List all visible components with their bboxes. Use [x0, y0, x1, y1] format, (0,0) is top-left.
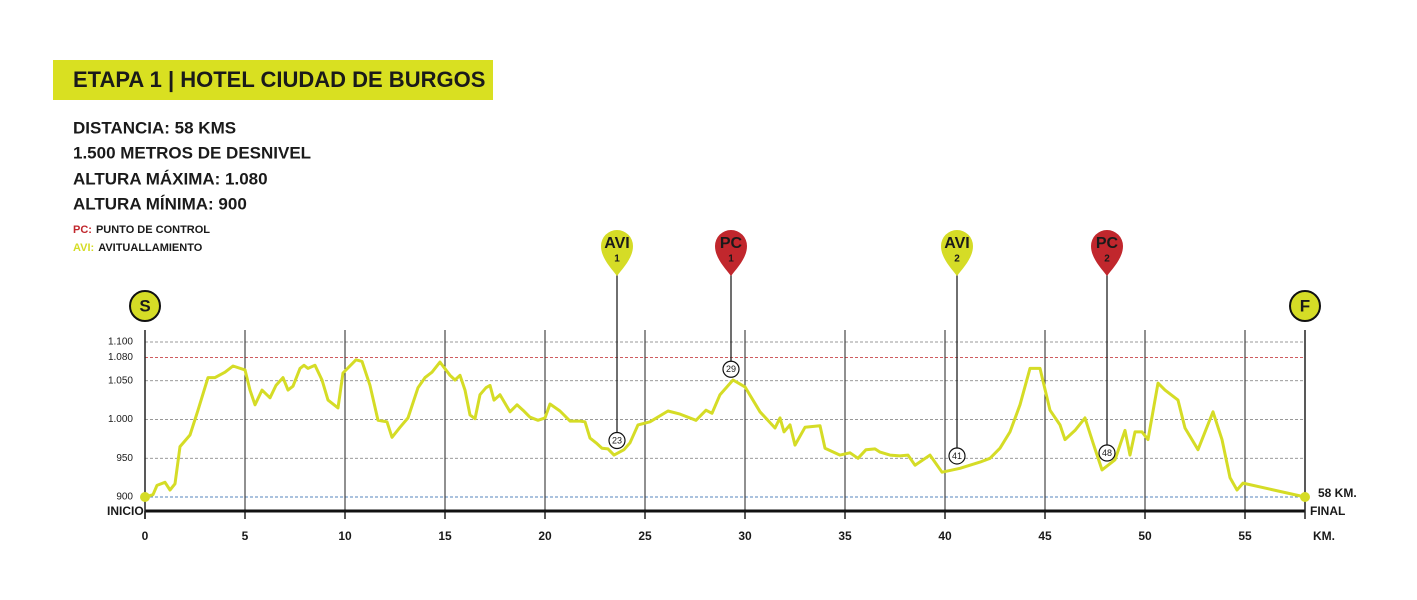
end-point	[1300, 492, 1310, 502]
x-tick-label: 50	[1138, 529, 1152, 543]
finish-icon	[1289, 290, 1321, 322]
km-badge	[948, 447, 966, 465]
marker-number: 1	[614, 254, 620, 265]
marker-number: 1	[728, 254, 734, 265]
marker-pin	[601, 230, 633, 276]
start-point	[140, 492, 150, 502]
marker-number: 2	[1104, 254, 1110, 265]
marker-label: AVI	[604, 235, 629, 252]
legend-text: AVITUALLAMIENTO	[98, 242, 203, 254]
x-tick-label: 30	[738, 529, 752, 543]
legend-entry: PC: PUNTO DE CONTROL	[73, 224, 210, 236]
legend-key: AVI:	[73, 242, 94, 254]
legend-entry: AVI: AVITUALLAMIENTO	[73, 242, 203, 254]
start-label: INICIO	[107, 504, 144, 518]
y-tick-label: 1.080	[108, 352, 133, 363]
y-tick-label: 900	[116, 492, 133, 503]
x-tick-label: 10	[338, 529, 352, 543]
x-tick-label: 55	[1238, 529, 1252, 543]
info-line: ALTURA MÁXIMA: 1.080	[73, 169, 268, 188]
x-tick-label: 20	[538, 529, 552, 543]
x-tick-label: 0	[142, 529, 149, 543]
marker-label: PC	[720, 235, 743, 252]
x-tick-label: 5	[242, 529, 249, 543]
y-tick-label: 950	[116, 453, 133, 464]
marker-pin	[1091, 230, 1123, 276]
x-tick-label: 25	[638, 529, 652, 543]
info-line: 1.500 METROS DE DESNIVEL	[73, 143, 311, 162]
start-icon-label: S	[139, 296, 150, 315]
km-badge	[1098, 444, 1116, 462]
finish-distance: 58 KM.	[1318, 486, 1357, 500]
marker-number: 2	[954, 254, 960, 265]
info-line: DISTANCIA: 58 KMS	[73, 118, 236, 137]
x-tick-label: 15	[438, 529, 452, 543]
x-tick-label: 35	[838, 529, 852, 543]
x-tick-label: 40	[938, 529, 952, 543]
marker-label: AVI	[944, 235, 969, 252]
title-bar	[53, 60, 493, 100]
legend-text: PUNTO DE CONTROL	[96, 224, 210, 236]
km-badge	[722, 360, 740, 378]
km-badge-label: 41	[952, 451, 962, 461]
start-icon	[129, 290, 161, 322]
elevation-line	[144, 358, 1306, 499]
info-line: ALTURA MÍNIMA: 900	[73, 194, 247, 213]
x-tick-label: 45	[1038, 529, 1052, 543]
y-tick-label: 1.100	[108, 337, 133, 348]
y-tick-label: 1.050	[108, 375, 133, 386]
marker-pin	[715, 230, 747, 276]
finish-icon-label: F	[1300, 296, 1310, 315]
y-tick-label: 1.000	[108, 414, 133, 425]
finish-label: FINAL	[1310, 504, 1345, 518]
km-badge-label: 23	[612, 435, 622, 445]
km-badge-label: 48	[1102, 448, 1112, 458]
marker-pin	[941, 230, 973, 276]
title: ETAPA 1 | HOTEL CIUDAD DE BURGOS	[73, 67, 485, 92]
marker-label: PC	[1096, 235, 1119, 252]
km-badge	[608, 431, 626, 450]
x-unit: KM.	[1313, 529, 1335, 543]
km-badge-label: 29	[726, 364, 736, 374]
legend-key: PC:	[73, 224, 92, 236]
